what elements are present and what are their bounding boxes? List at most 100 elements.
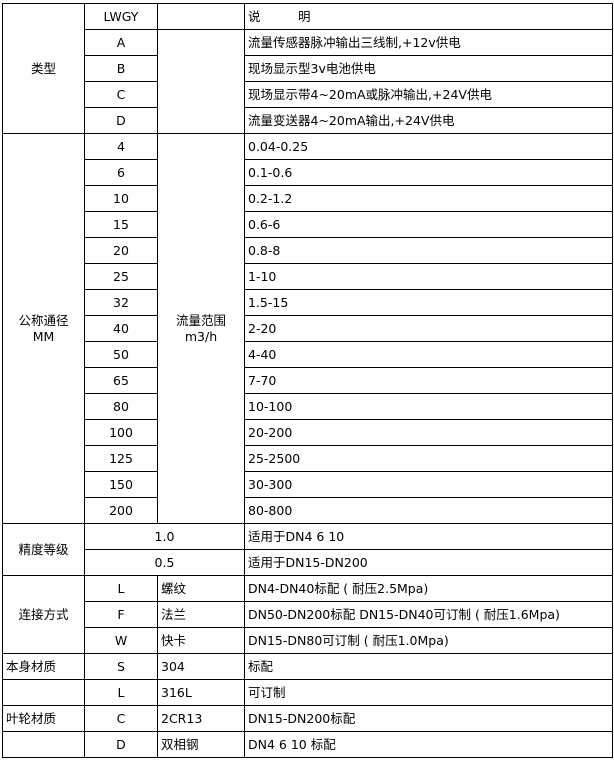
- connection-name: 螺纹: [157, 575, 245, 602]
- spec-table: 类型 LWGY 说 明 A 流量传感器脉冲输出三线制,+12v供电 B 现场显示型3v电池供…: [2, 3, 613, 758]
- material-description: 可订制: [244, 679, 613, 706]
- flow-range-label: 流量范围 m3/h: [157, 133, 245, 524]
- material-code: L: [84, 679, 158, 706]
- connection-description: DN50-DN200标配 DN15-DN40可订制 ( 耐压1.6Mpa): [244, 601, 613, 628]
- table-row: 65 7-70: [3, 367, 613, 394]
- table-row: 叶轮材质 C 2CR13 DN15-DN200标配: [2, 705, 613, 732]
- flow-range: 4-40: [244, 341, 613, 368]
- material-description: DN4 6 10 标配: [244, 731, 613, 758]
- table-row: 0.5 适用于DN15-DN200: [3, 549, 613, 576]
- table-row: 本身材质 S 304 标配: [2, 653, 613, 680]
- connection-name: 法兰: [157, 601, 245, 628]
- empty-cell: [157, 29, 245, 134]
- table-row: 类型 LWGY 说 明: [2, 3, 613, 134]
- table-row: 50 4-40: [3, 341, 613, 368]
- flow-range: 2-20: [244, 315, 613, 342]
- connection-name: 快卡: [157, 627, 245, 654]
- table-row: 精度等级 1.0 适用于DN4 6 10: [2, 523, 613, 576]
- material-description: 标配: [244, 653, 613, 680]
- material-code: C: [84, 705, 158, 732]
- table-row: 25 1-10: [3, 263, 613, 290]
- flow-range: 0.2-1.2: [244, 185, 613, 212]
- flow-range-unit: m3/h: [184, 328, 218, 344]
- table-row: D 双相钢 DN4 6 10 标配: [2, 731, 613, 758]
- material-label: 本身材质: [2, 653, 85, 680]
- flow-range: 80-800: [244, 497, 613, 524]
- table-row: 6 0.1-0.6: [3, 159, 613, 186]
- table-row: 80 10-100: [3, 393, 613, 420]
- accuracy-label: 精度等级: [2, 523, 85, 576]
- table-row: 40 2-20: [3, 315, 613, 342]
- nominal-diameter: 80: [84, 393, 158, 420]
- connection-description: DN15-DN80可订制 ( 耐压1.0Mpa): [244, 627, 613, 654]
- material-label: [2, 731, 85, 758]
- flow-range: 7-70: [244, 367, 613, 394]
- connection-code: F: [84, 601, 158, 628]
- table-row: 150 30-300: [3, 471, 613, 498]
- diameter-label: 公称通径 MM: [2, 133, 85, 524]
- material-code: S: [84, 653, 158, 680]
- type-code: A: [84, 29, 158, 56]
- material-label: [2, 679, 85, 706]
- type-code: B: [84, 55, 158, 82]
- table-row: F 法兰 DN50-DN200标配 DN15-DN40可订制 ( 耐压1.6Mpa): [3, 601, 613, 628]
- material-name: 304: [157, 653, 245, 680]
- flow-range-label-text: 流量范围: [175, 312, 226, 328]
- table-row: 10 0.2-1.2: [3, 185, 613, 212]
- material-label: 叶轮材质: [2, 705, 85, 732]
- connection-code: W: [84, 627, 158, 654]
- flow-range: 20-200: [244, 419, 613, 446]
- flow-range: 0.6-6: [244, 211, 613, 238]
- nominal-diameter: 200: [84, 497, 158, 524]
- flow-range: 1-10: [244, 263, 613, 290]
- type-description: 流量变送器4~20mA输出,+24V供电: [244, 107, 613, 134]
- table-row: 公称通径 MM 4 流量范围 m3/h 0.04-0.25: [2, 133, 613, 524]
- table-row: 15 0.6-6: [3, 211, 613, 238]
- table-row: 20 0.8-8: [3, 237, 613, 264]
- nominal-diameter: 6: [84, 159, 158, 186]
- accuracy-description: 适用于DN15-DN200: [244, 549, 613, 576]
- accuracy-description: 适用于DN4 6 10: [244, 523, 613, 550]
- connection-description: DN4-DN40标配 ( 耐压2.5Mpa): [244, 575, 613, 602]
- material-name: 316L: [157, 679, 245, 706]
- table-row: W 快卡 DN15-DN80可订制 ( 耐压1.0Mpa): [3, 627, 613, 654]
- nominal-diameter: 125: [84, 445, 158, 472]
- type-description: 现场显示带4~20mA或脉冲输出,+24V供电: [244, 81, 613, 108]
- material-code: D: [84, 731, 158, 758]
- nominal-diameter: 25: [84, 263, 158, 290]
- empty-cell: [157, 3, 245, 30]
- type-description: 流量传感器脉冲输出三线制,+12v供电: [244, 29, 613, 56]
- accuracy-grade: 0.5: [84, 549, 245, 576]
- type-description: 现场显示型3v电池供电: [244, 55, 613, 82]
- table-row: 连接方式 L 螺纹 DN4-DN40标配 ( 耐压2.5Mpa): [2, 575, 613, 654]
- table-row: 100 20-200: [3, 419, 613, 446]
- diameter-unit: MM: [32, 328, 55, 344]
- table-row: B 现场显示型3v电池供电: [3, 55, 613, 82]
- flow-range: 0.04-0.25: [244, 133, 613, 160]
- table-row: 32 1.5-15: [3, 289, 613, 316]
- type-code: C: [84, 81, 158, 108]
- nominal-diameter: 15: [84, 211, 158, 238]
- flow-range: 10-100: [244, 393, 613, 420]
- flow-range: 0.1-0.6: [244, 159, 613, 186]
- flow-range: 1.5-15: [244, 289, 613, 316]
- nominal-diameter: 4: [84, 133, 158, 160]
- connection-label: 连接方式: [2, 575, 85, 654]
- material-name: 2CR13: [157, 705, 245, 732]
- table-row: L 316L 可订制: [2, 679, 613, 706]
- type-code: D: [84, 107, 158, 134]
- flow-range: 25-2500: [244, 445, 613, 472]
- table-row: A 流量传感器脉冲输出三线制,+12v供电: [3, 29, 613, 134]
- material-description: DN15-DN200标配: [244, 705, 613, 732]
- table-row: C 现场显示带4~20mA或脉冲输出,+24V供电: [3, 81, 613, 108]
- nominal-diameter: 32: [84, 289, 158, 316]
- type-label: 类型: [2, 3, 85, 134]
- connection-code: L: [84, 575, 158, 602]
- model-code-header: LWGY: [84, 3, 158, 30]
- accuracy-grade: 1.0: [84, 523, 245, 550]
- nominal-diameter: 100: [84, 419, 158, 446]
- table-row: 125 25-2500: [3, 445, 613, 472]
- table-row: D 流量变送器4~20mA输出,+24V供电: [3, 107, 613, 134]
- nominal-diameter: 20: [84, 237, 158, 264]
- nominal-diameter: 10: [84, 185, 158, 212]
